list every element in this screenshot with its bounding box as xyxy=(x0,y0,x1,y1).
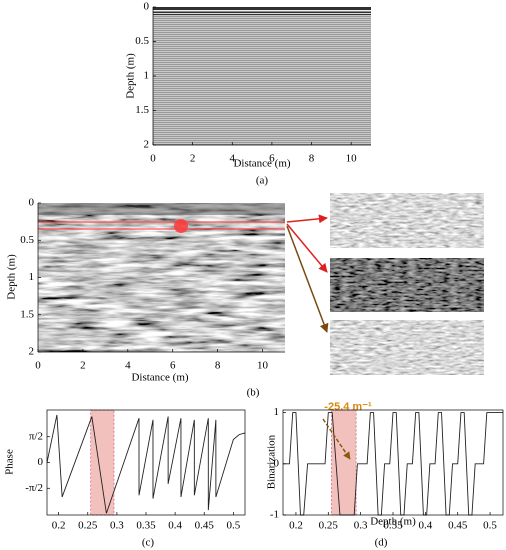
y-tick-label: 0.5 xyxy=(20,234,34,246)
slope-arrow xyxy=(322,418,351,460)
x-axis-label: Depth (m) xyxy=(370,516,416,528)
y-tick-label: 1 xyxy=(144,70,150,82)
x-tick-label: 0.35 xyxy=(383,520,403,532)
panel-caption: (c) xyxy=(142,537,155,549)
x-tick-label: 0.4 xyxy=(418,520,432,532)
x-tick-label: 6 xyxy=(170,360,176,372)
y-axis-label: Depth (m) xyxy=(6,254,18,300)
highlight-band xyxy=(331,409,357,516)
x-tick-label: 0.25 xyxy=(319,520,339,532)
data-line xyxy=(283,412,503,516)
x-tick-label: 0.2 xyxy=(289,520,303,532)
y-tick-label: 0 xyxy=(29,197,35,209)
x-tick-label: 0 xyxy=(35,360,41,372)
y-tick-label: π/2 xyxy=(29,430,43,442)
y-tick-label: 1.5 xyxy=(135,104,149,116)
y-tick-label: -π/2 xyxy=(25,482,43,494)
y-tick-label: 0 xyxy=(38,456,44,468)
y-tick-label: 0 xyxy=(144,1,150,13)
data-line xyxy=(46,414,246,514)
y-tick-label: 0 xyxy=(274,457,280,469)
slice-images xyxy=(286,193,484,375)
x-tick-label: 4 xyxy=(230,153,236,165)
x-axis-label: Distance (m) xyxy=(131,372,188,384)
x-tick-label: 4 xyxy=(125,360,131,372)
x-axis-label: Distance (m) xyxy=(233,158,290,170)
x-tick-label: 0.25 xyxy=(78,520,98,532)
y-tick-label: 2 xyxy=(144,139,150,151)
y-axis-label: Depth (m) xyxy=(125,53,137,99)
x-tick-label: 2 xyxy=(190,153,196,165)
radargram-a xyxy=(153,7,371,145)
plot-frame xyxy=(282,409,504,516)
x-tick-label: 8 xyxy=(215,360,221,372)
y-tick-label: -1 xyxy=(270,509,279,521)
x-tick-label: 0.35 xyxy=(136,520,156,532)
panel-caption: (a) xyxy=(256,175,269,187)
x-tick-label: 0 xyxy=(150,153,156,165)
y-tick-label: 1 xyxy=(274,406,280,418)
y-tick-label: 1 xyxy=(29,271,35,283)
radargram-b xyxy=(38,203,285,352)
y-tick-label: 1.5 xyxy=(20,308,34,320)
x-tick-label: 0.3 xyxy=(354,520,368,532)
x-tick-label: 8 xyxy=(309,153,315,165)
x-tick-label: 6 xyxy=(269,153,275,165)
x-tick-label: 0.45 xyxy=(448,520,468,532)
annotation: -25.4 m⁻¹ xyxy=(324,401,372,413)
x-tick-label: 10 xyxy=(346,153,358,165)
y-axis-label: Phase xyxy=(4,449,16,475)
x-tick-label: 2 xyxy=(80,360,86,372)
x-tick-label: 0.5 xyxy=(483,520,497,532)
x-tick-label: 0.2 xyxy=(52,520,66,532)
y-axis-label: Binarization xyxy=(266,434,278,489)
panel-caption: (d) xyxy=(375,537,388,549)
x-tick-label: 10 xyxy=(257,360,269,372)
x-tick-label: 0.45 xyxy=(195,520,215,532)
x-tick-label: 0.3 xyxy=(110,520,124,532)
panel-caption: (b) xyxy=(247,387,260,399)
y-tick-label: 0.5 xyxy=(135,35,149,47)
x-tick-label: 0.5 xyxy=(226,520,240,532)
y-tick-label: 2 xyxy=(29,346,35,358)
x-tick-label: 0.4 xyxy=(168,520,182,532)
highlight-band xyxy=(90,409,115,516)
